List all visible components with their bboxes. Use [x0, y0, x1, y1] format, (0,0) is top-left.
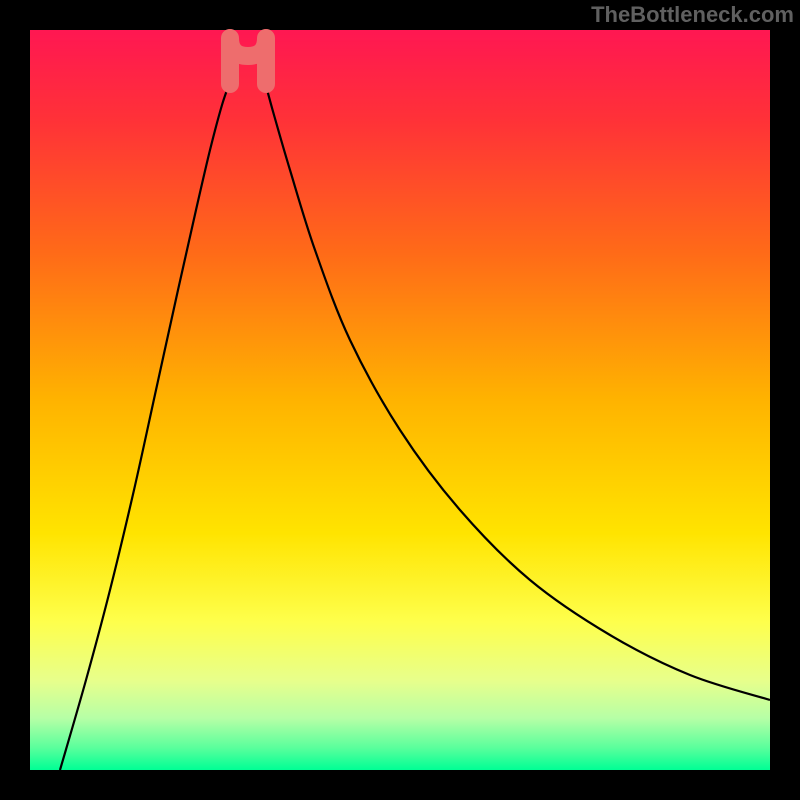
chart-gradient-background — [30, 30, 770, 770]
watermark-text: TheBottleneck.com — [591, 2, 794, 28]
bottleneck-chart — [0, 0, 800, 800]
